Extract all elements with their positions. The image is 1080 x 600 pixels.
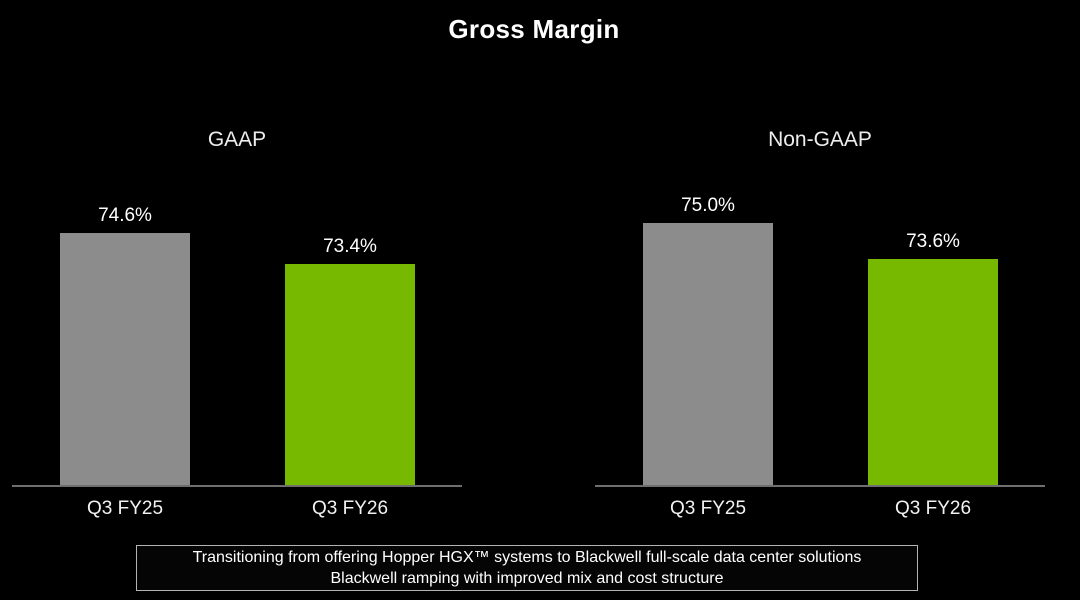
footer-note: Transitioning from offering Hopper HGX™ … <box>136 545 918 591</box>
bar-value-label: 75.0% <box>681 195 735 216</box>
x-tick-label: Q3 FY26 <box>894 498 972 519</box>
page-title: Gross Margin <box>448 14 620 44</box>
bar-value-label: 73.6% <box>906 231 960 252</box>
panel-non-gaap: 75.0% Q3 FY25 73.6% Q3 FY26 Non-GAAP <box>595 0 1045 600</box>
gaap-bar-chart: 74.6% Q3 FY25 73.4% Q3 FY26 <box>12 0 462 519</box>
panel-gaap-title: GAAP <box>207 128 267 151</box>
x-tick-label: Q3 FY25 <box>86 498 164 519</box>
bar-value-label: 73.4% <box>323 236 377 257</box>
panel-non-gaap-title: Non-GAAP <box>768 128 872 151</box>
x-tick-label: Q3 FY25 <box>669 498 747 519</box>
bar-q3-fy25: 74.6% Q3 FY25 <box>60 205 190 519</box>
bar-q3-fy26: 73.6% Q3 FY26 <box>868 231 998 519</box>
bar-value-label: 74.6% <box>98 205 152 226</box>
footer-note-line1: Transitioning from offering Hopper HGX™ … <box>192 549 862 566</box>
x-tick-label: Q3 FY26 <box>311 498 389 519</box>
bar-q3-fy25: 75.0% Q3 FY25 <box>643 195 773 519</box>
bar-q3-fy26: 73.4% Q3 FY26 <box>285 236 415 519</box>
panel-gaap: 74.6% Q3 FY25 73.4% Q3 FY26 GAAP <box>12 0 462 600</box>
non-gaap-bar-chart: 75.0% Q3 FY25 73.6% Q3 FY26 <box>595 0 1045 519</box>
footer-note-line2: Blackwell ramping with improved mix and … <box>330 570 724 587</box>
